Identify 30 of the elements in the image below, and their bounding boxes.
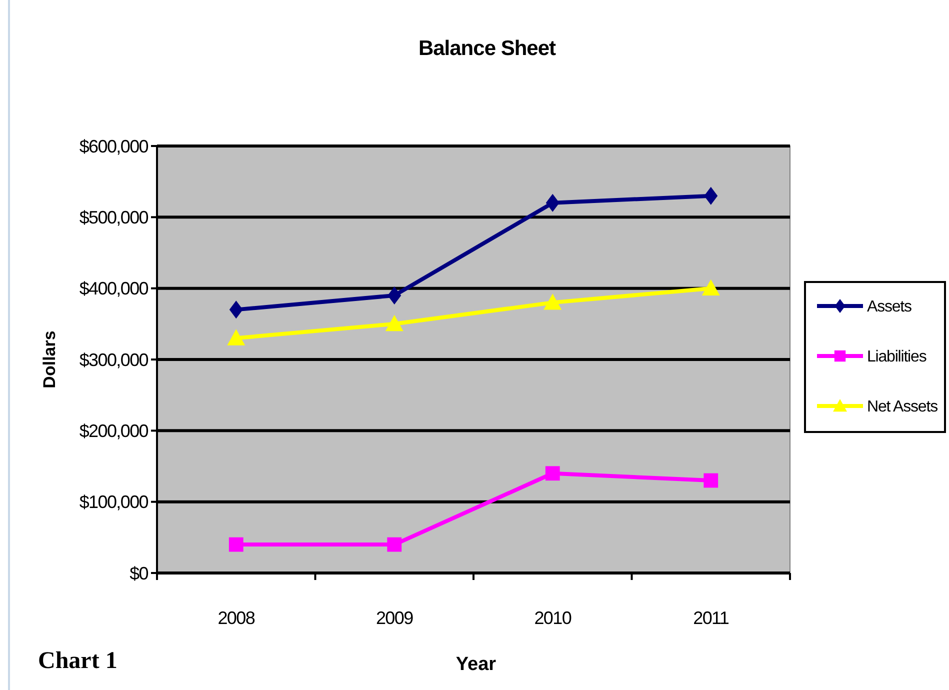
point (546, 194, 560, 212)
point (704, 186, 718, 205)
y-tick-label: $500,000 (79, 207, 149, 228)
y-tick-label: $0 (130, 563, 149, 584)
y-axis-title: Dollars (40, 330, 59, 388)
point (702, 279, 720, 296)
point (229, 300, 243, 319)
point (388, 286, 402, 304)
y-tick-label: $600,000 (79, 136, 149, 156)
chart-title: Balance Sheet (418, 37, 556, 60)
x-tick-label: 2011 (693, 608, 730, 628)
point (387, 537, 402, 552)
legend-label: Liabilities (867, 348, 927, 366)
point (545, 466, 560, 481)
legend-label: Assets (867, 298, 912, 316)
point (704, 473, 718, 488)
legend-label: Net Assets (867, 398, 938, 416)
x-tick-label: 2008 (218, 608, 256, 628)
caption: Chart 1 (38, 648, 118, 674)
y-tick-label: $200,000 (79, 420, 149, 441)
point (228, 537, 244, 552)
point (544, 294, 562, 310)
point (227, 329, 246, 346)
y-tick-label: $300,000 (79, 350, 149, 370)
y-tick-label: $400,000 (79, 278, 149, 299)
x-tick-label: 2009 (376, 608, 414, 628)
x-axis-title: Year (456, 654, 497, 675)
point (385, 314, 404, 332)
x-tick-label: 2010 (534, 608, 572, 628)
y-tick-label: $100,000 (79, 492, 149, 512)
